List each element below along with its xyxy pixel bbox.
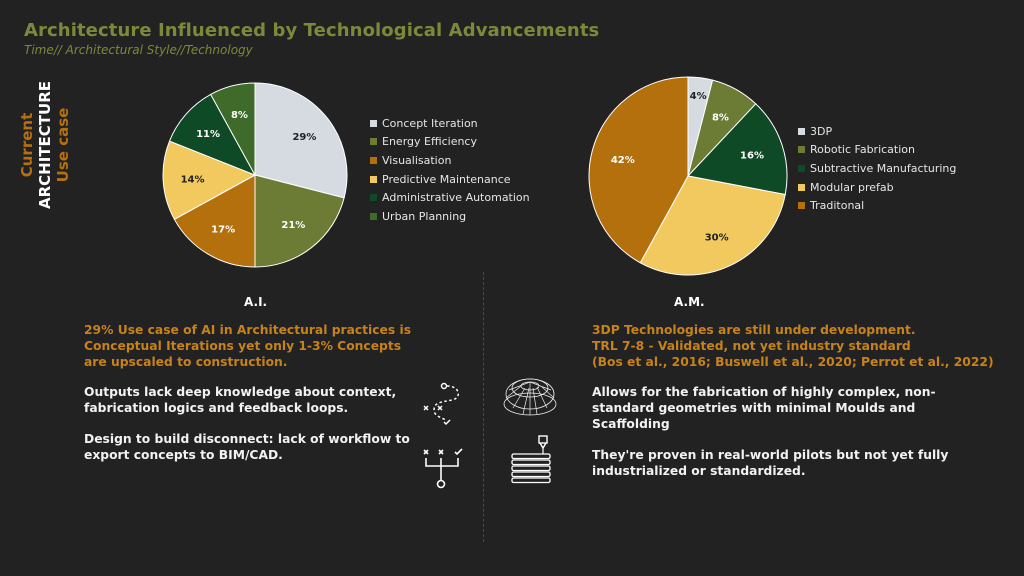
pie-data-label: 16% xyxy=(740,151,764,162)
page-title: Architecture Influenced by Technological… xyxy=(24,20,600,41)
legend-label: Subtractive Manufacturing xyxy=(810,161,957,175)
legend-label: Administrative Automation xyxy=(382,191,530,205)
legend-swatch xyxy=(370,175,377,183)
pie-data-label: 17% xyxy=(211,224,235,235)
legend-label: Energy Efficiency xyxy=(382,135,477,149)
am-pie-legend: 3DP Robotic Fabrication Subtractive Manufa… xyxy=(798,122,956,215)
legend-swatch xyxy=(798,146,805,154)
side-label-architecture: ARCHITECTURE xyxy=(36,81,54,209)
legend-label: Predictive Maintenance xyxy=(382,172,511,186)
legend-swatch xyxy=(370,119,377,127)
pie-data-label: 8% xyxy=(712,113,729,124)
pie-slice-subtractive-manufacturing xyxy=(687,103,788,196)
strategy-path-icon xyxy=(423,382,459,426)
am-highlight-line-2: TRL 7-8 - Validated, not yet industry st… xyxy=(592,339,911,353)
center-divider xyxy=(483,272,484,542)
ai-point-1: Outputs lack deep knowledge about contex… xyxy=(84,385,397,415)
pie-slice-visualisation xyxy=(173,174,256,268)
ai-pie-chart: 29% 21% 17% 14% 11% 8% xyxy=(162,82,348,268)
legend-swatch xyxy=(798,202,805,210)
pie-slice-concept-iteration xyxy=(254,82,348,199)
pie-slice-modular-prefab xyxy=(639,175,786,276)
legend-swatch xyxy=(798,183,805,191)
side-label: Current ARCHITECTURE Use case xyxy=(18,70,72,220)
pie-data-label: 8% xyxy=(231,110,248,121)
ai-point-2: Design to build disconnect: lack of work… xyxy=(84,432,410,462)
pie-data-label: 11% xyxy=(196,129,220,140)
legend-label: Robotic Fabrication xyxy=(810,143,915,157)
legend-swatch xyxy=(370,138,377,146)
3d-printer-nozzle-icon xyxy=(511,435,551,484)
legend-swatch xyxy=(370,194,377,202)
am-section-label: A.M. xyxy=(674,295,705,309)
am-point-2: They're proven in real-world pilots but … xyxy=(592,448,949,478)
legend-swatch xyxy=(798,127,805,135)
pie-data-label: 21% xyxy=(281,220,305,231)
am-highlight-line-3: (Bos et al., 2016; Buswell et al., 2020;… xyxy=(592,355,994,369)
legend-item: Concept Iteration xyxy=(370,114,530,133)
pie-data-label: 42% xyxy=(611,155,635,166)
side-label-use-case: Use case xyxy=(54,107,72,183)
legend-item: Robotic Fabrication xyxy=(798,141,956,160)
am-pie-chart: 4% 8% 16% 30% 42% xyxy=(588,76,788,276)
legend-label: Visualisation xyxy=(382,153,452,167)
decision-tree-icon xyxy=(423,448,463,489)
wireframe-dome-icon xyxy=(503,378,557,416)
legend-label: Concept Iteration xyxy=(382,116,478,130)
legend-label: Modular prefab xyxy=(810,180,894,194)
pie-slice-urban-planning xyxy=(209,82,256,176)
pie-data-label: 4% xyxy=(690,91,707,102)
side-label-current: Current xyxy=(18,112,36,178)
am-point-1: Allows for the fabrication of highly com… xyxy=(592,385,936,431)
pie-slice-predictive-maintenance xyxy=(162,140,257,221)
ai-section-label: A.I. xyxy=(244,295,268,309)
legend-item: Visualisation xyxy=(370,151,530,170)
legend-item: Administrative Automation xyxy=(370,188,530,207)
page-subtitle: Time// Architectural Style//Technology xyxy=(24,43,253,57)
pie-slice-energy-efficiency xyxy=(254,174,345,268)
pie-data-label: 14% xyxy=(181,174,205,185)
legend-label: 3DP xyxy=(810,124,833,138)
legend-item: Traditonal xyxy=(798,196,956,215)
pie-data-label: 29% xyxy=(292,132,316,143)
legend-item: Predictive Maintenance xyxy=(370,170,530,189)
legend-item: 3DP xyxy=(798,122,956,141)
ai-pie-legend: Concept Iteration Energy Efficiency Visual… xyxy=(370,114,530,226)
legend-swatch xyxy=(370,212,377,220)
pie-slice-traditonal xyxy=(588,76,689,264)
legend-label: Traditonal xyxy=(810,199,865,213)
legend-swatch xyxy=(370,156,377,164)
legend-swatch xyxy=(798,164,805,172)
am-highlight-line-1: 3DP Technologies are still under develop… xyxy=(592,323,916,337)
legend-label: Urban Planning xyxy=(382,209,467,223)
legend-item: Energy Efficiency xyxy=(370,133,530,152)
pie-data-label: 30% xyxy=(705,232,729,243)
ai-highlight-text: 29% Use case of AI in Architectural prac… xyxy=(84,323,412,369)
legend-item: Subtractive Manufacturing xyxy=(798,159,956,178)
legend-item: Urban Planning xyxy=(370,207,530,226)
legend-item: Modular prefab xyxy=(798,178,956,197)
